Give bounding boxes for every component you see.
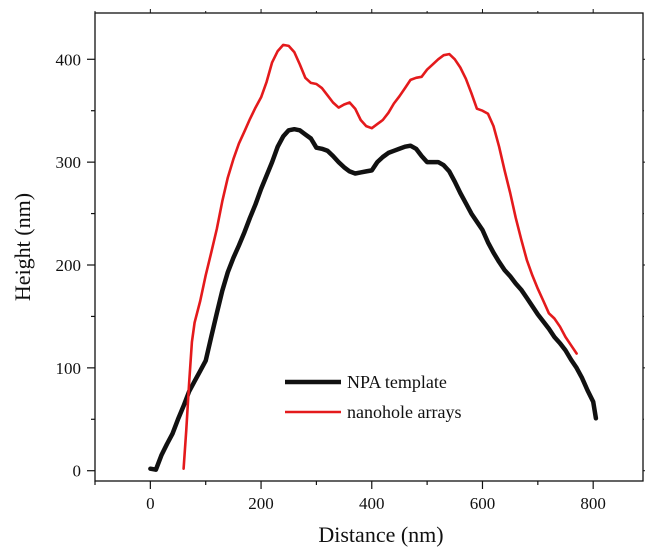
x-tick-label: 600 (470, 494, 496, 513)
legend-label-1: NPA template (347, 372, 447, 392)
y-axis-title: Height (nm) (10, 193, 35, 301)
y-axis-ticks: 0 100 200 300 400 (56, 50, 645, 481)
y-tick-label: 200 (56, 256, 82, 275)
x-axis-ticks: 0 200 400 600 800 (94, 9, 606, 513)
legend-label-2: nanohole arrays (347, 402, 461, 422)
x-axis-title: Distance (nm) (318, 522, 443, 547)
series-layer (148, 43, 599, 472)
x-tick-label: 400 (359, 494, 385, 513)
y-tick-label: 100 (56, 359, 82, 378)
legend: NPA template nanohole arrays (285, 372, 461, 422)
y-tick-label: 400 (56, 50, 82, 69)
plot-border (94, 12, 644, 482)
x-tick-label: 0 (146, 494, 155, 513)
plot-frame (94, 12, 644, 482)
y-tick-label: 0 (73, 462, 82, 481)
series-line-2 (182, 43, 578, 470)
y-tick-label: 300 (56, 153, 82, 172)
series-line-1 (148, 126, 599, 472)
x-tick-label: 200 (248, 494, 274, 513)
x-tick-label: 800 (580, 494, 606, 513)
